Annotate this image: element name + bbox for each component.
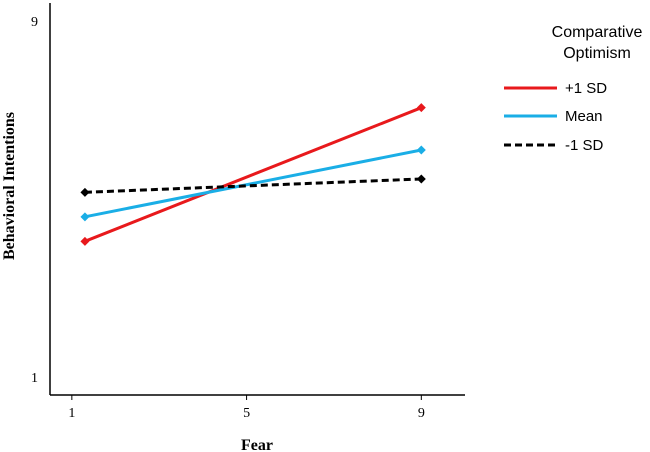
series-0-marker-0 <box>80 236 90 246</box>
series-2-marker-0 <box>80 187 90 197</box>
x-tick-label-2: 9 <box>418 406 425 421</box>
x-tick-label-0: 1 <box>68 406 75 421</box>
legend-label-minus-1-sd: -1 SD <box>565 137 604 154</box>
y-tick-label-0: 1 <box>31 371 38 386</box>
x-tick-label-1: 5 <box>243 406 250 421</box>
series-1-marker-1 <box>416 145 426 155</box>
y-axis-title: Behavioral Intentions <box>1 112 18 260</box>
series-line-1 <box>84 148 422 219</box>
legend-title-line-2: Optimism <box>563 45 631 62</box>
x-axis-title: Fear <box>241 437 273 452</box>
legend: Comparative Optimism +1 SD Mean -1 SD <box>504 24 642 154</box>
y-tick-label-1: 9 <box>31 15 38 30</box>
series-2-marker-1 <box>416 174 426 184</box>
series-0-marker-1 <box>416 103 426 113</box>
plot-area: 1 5 9 1 9 <box>31 3 465 421</box>
legend-label-plus-1-sd: +1 SD <box>565 80 607 97</box>
series-1-marker-0 <box>80 212 90 222</box>
legend-label-mean: Mean <box>565 108 603 125</box>
series-line-2 <box>84 177 422 194</box>
series-line-0 <box>84 106 422 243</box>
legend-title-line-1: Comparative <box>552 24 643 41</box>
